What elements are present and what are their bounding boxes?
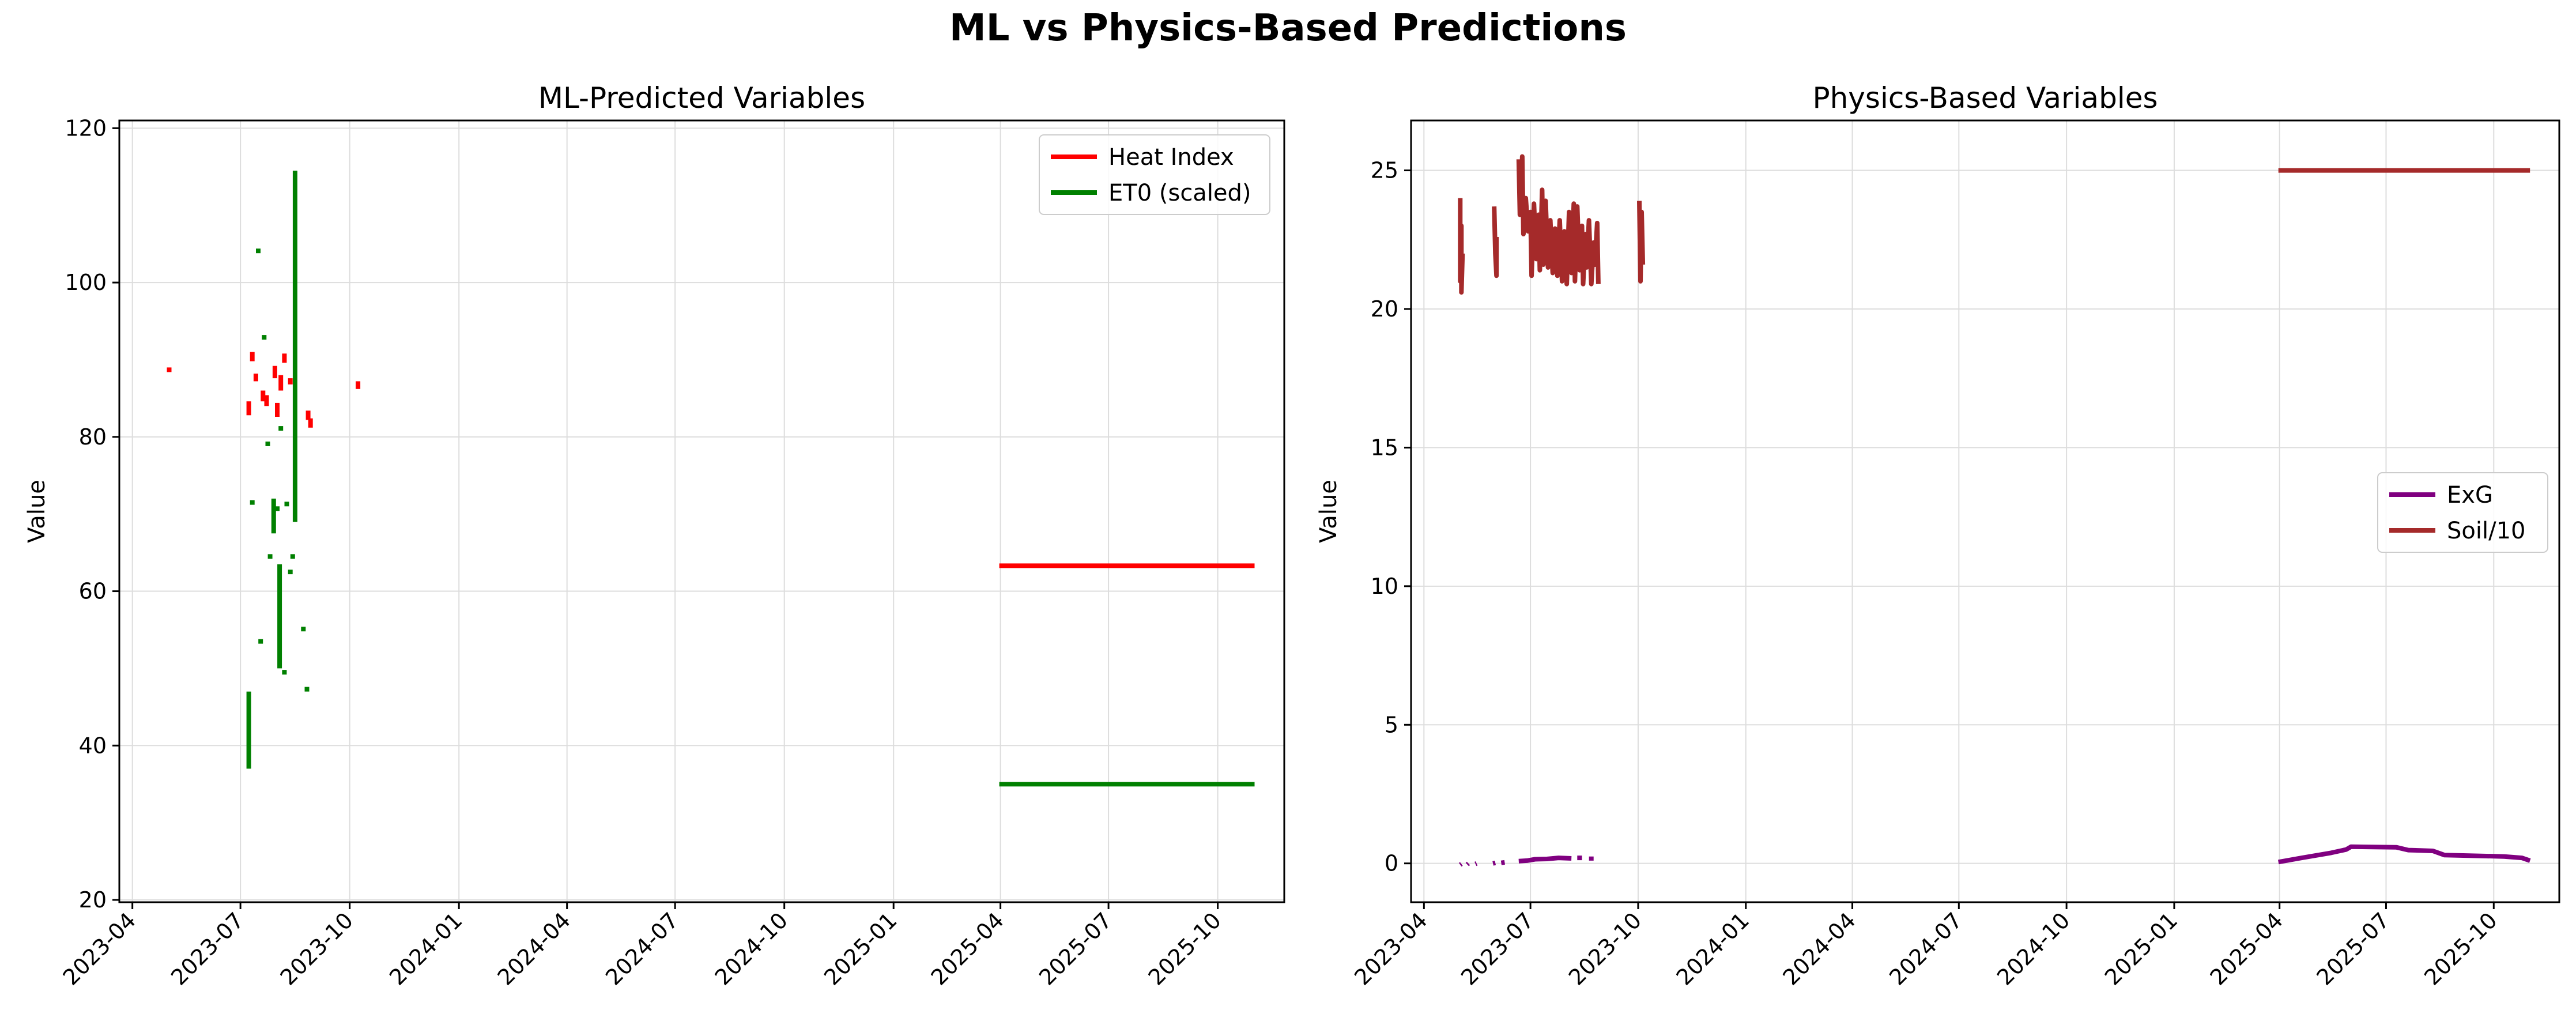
- x-tick-label: 2025-01: [2100, 907, 2182, 990]
- x-tick-label: 2023-07: [1456, 907, 1538, 990]
- series-exg-line: [1492, 860, 1496, 866]
- x-tick-label: 2024-07: [601, 907, 683, 990]
- chart-title: Physics-Based Variables: [1812, 81, 2158, 115]
- y-tick-label: 80: [79, 424, 107, 450]
- legend-label: Heat Index: [1108, 144, 1234, 171]
- plot-frame: [118, 119, 1285, 903]
- series-exg-line: [2278, 844, 2531, 865]
- y-tick-label: 60: [79, 579, 107, 604]
- series-soil-10-line: [1492, 206, 1499, 278]
- series-soil-10-line: [1516, 154, 1601, 287]
- x-tick-label: 2025-10: [1144, 907, 1226, 990]
- x-tick-label: 2025-07: [2311, 907, 2394, 990]
- series-exg-line: [1465, 861, 1470, 866]
- y-tick-label: 25: [1371, 158, 1398, 183]
- x-tick-label: 2024-01: [384, 907, 467, 990]
- plot-frame: [1410, 119, 2560, 903]
- x-tick-label: 2024-10: [1992, 907, 2075, 990]
- y-tick-label: 20: [79, 887, 107, 913]
- legend-label: ET0 (scaled): [1108, 180, 1251, 206]
- y-tick-label: 120: [65, 115, 107, 141]
- x-tick-label: 2023-07: [166, 907, 248, 990]
- figure-title: ML vs Physics-Based Predictions: [949, 7, 1627, 50]
- legend: Heat Index ET0 (scaled): [1039, 134, 1270, 215]
- series-exg-line: [1500, 860, 1505, 865]
- ml-predicted-chart: 20 40 60 80 100 120 2023-04 2023-07 2023-10 2024-…: [24, 81, 1285, 990]
- x-tick-label: 2023-04: [1349, 907, 1432, 990]
- y-axis-label: Value: [1315, 480, 1342, 543]
- series-soil-10-line: [1458, 198, 1465, 295]
- legend: ExG Soil/10: [2377, 472, 2548, 553]
- x-tick-label: 2025-01: [819, 907, 902, 990]
- series-soil-10-line: [1637, 201, 1646, 284]
- x-tick-label: 2024-04: [493, 907, 575, 990]
- legend-label: ExG: [2447, 482, 2493, 508]
- x-tick-label: 2025-07: [1034, 907, 1117, 990]
- y-tick-label: 100: [65, 270, 107, 295]
- x-tick-label: 2025-04: [926, 907, 1009, 990]
- series-exg-line: [1458, 862, 1463, 867]
- x-tick-label: 2023-10: [1564, 907, 1646, 990]
- y-axis-label: Value: [24, 480, 50, 543]
- x-tick-label: 2023-04: [58, 907, 141, 990]
- y-tick-label: 15: [1371, 435, 1398, 460]
- y-tick-label: 0: [1385, 851, 1398, 876]
- y-tick-label: 5: [1385, 712, 1398, 737]
- physics-based-chart: 0 5 10 15 20 25 2023-04 2023-07 2023-10 2024-01 20…: [1315, 81, 2560, 990]
- x-tick-label: 2025-04: [2205, 907, 2288, 990]
- series-exg-line: [1518, 856, 1572, 864]
- legend-label: Soil/10: [2447, 518, 2525, 544]
- x-tick-label: 2025-10: [2419, 907, 2502, 990]
- x-tick-label: 2024-10: [710, 907, 793, 990]
- chart-title: ML-Predicted Variables: [538, 81, 865, 115]
- x-tick-label: 2024-04: [1778, 907, 1860, 990]
- y-tick-label: 20: [1371, 296, 1398, 322]
- x-tick-label: 2024-07: [1884, 907, 1967, 990]
- y-tick-label: 10: [1371, 574, 1398, 599]
- y-tick-label: 40: [79, 733, 107, 758]
- x-tick-label: 2024-01: [1672, 907, 1754, 990]
- x-tick-label: 2023-10: [276, 907, 358, 990]
